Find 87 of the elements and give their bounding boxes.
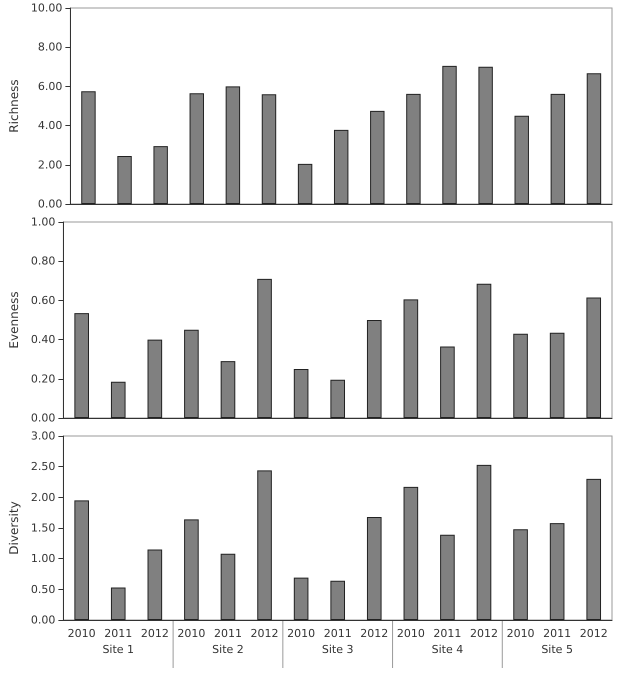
bar	[74, 500, 89, 620]
bar	[476, 464, 492, 620]
bar	[110, 587, 126, 620]
bar	[550, 332, 564, 418]
y-tick-label: 1.50	[30, 522, 56, 534]
x-tick-label: 2010	[177, 627, 206, 640]
x-tick-label: 2011	[433, 627, 462, 640]
bar	[110, 382, 126, 418]
text: Site 2	[212, 643, 244, 656]
bar	[550, 94, 566, 204]
x-tick-label: 2012	[580, 627, 608, 640]
bar	[220, 361, 236, 418]
bar	[117, 156, 132, 204]
text: Site 5	[541, 643, 573, 656]
bar	[586, 478, 602, 620]
x-tick-label: 2010	[287, 627, 316, 640]
y-tick-label: 0.40	[30, 333, 56, 346]
bar	[404, 486, 418, 620]
x-tick-label: 2010	[68, 627, 96, 640]
bar	[476, 284, 492, 418]
bar	[370, 110, 385, 204]
bar	[513, 529, 528, 620]
y-tick-label: 1.00	[30, 216, 56, 228]
text: Site 3	[322, 643, 354, 656]
x-tick-label: 2012	[470, 627, 498, 640]
y-axis-title: Evenness	[7, 291, 21, 349]
y-tick-label: 0.00	[38, 198, 62, 210]
bar	[257, 278, 272, 418]
y-tick-label: 2.00	[38, 158, 62, 172]
y-axis-title: Richness	[7, 79, 21, 133]
bar	[513, 334, 528, 418]
y-tick-label: 6.00	[38, 80, 62, 93]
y-tick-label: 0.00	[30, 614, 56, 626]
y-tick-label: 1.00	[30, 552, 56, 566]
text: Site 4	[432, 643, 464, 656]
bar	[442, 66, 457, 204]
bar	[257, 470, 272, 620]
y-tick-label: 0.60	[30, 294, 56, 307]
bar	[330, 580, 346, 620]
bar	[294, 578, 308, 620]
y-axis-title: Diversity	[7, 501, 21, 555]
y-tick-label: 2.00	[30, 490, 56, 504]
bar	[440, 534, 455, 620]
x-tick-label: 2011	[104, 627, 132, 640]
bar	[478, 66, 493, 204]
bar	[550, 523, 564, 620]
bar	[586, 73, 602, 204]
bar	[294, 369, 308, 418]
x-tick-label: 2011	[543, 627, 572, 640]
bar	[298, 164, 312, 204]
x-tick-label: 2012	[140, 627, 169, 640]
y-tick-label: 8.00	[38, 40, 62, 54]
bar	[330, 380, 346, 418]
y-tick-label: 2.50	[30, 460, 56, 474]
y-tick-label: 0.20	[30, 372, 56, 386]
bar	[262, 94, 276, 204]
bar	[366, 516, 382, 620]
y-tick-label: 10.00	[30, 2, 62, 14]
x-tick-label: 2010	[506, 627, 535, 640]
x-tick-label: 2010	[396, 627, 425, 640]
bar	[148, 549, 162, 620]
y-tick-label: 4.00	[38, 119, 62, 132]
y-tick-label: 3.00	[30, 430, 56, 442]
x-tick-label: 2011	[214, 627, 242, 640]
bar	[184, 330, 199, 418]
y-tick-label: 0.50	[30, 582, 56, 596]
x-tick-label: 2012	[250, 627, 279, 640]
bar	[153, 146, 168, 204]
bar	[81, 91, 96, 204]
y-tick-label: 0.00	[30, 412, 56, 424]
bar	[226, 86, 240, 204]
bar	[404, 299, 418, 418]
bar	[74, 313, 89, 418]
bar	[586, 297, 602, 418]
bar	[514, 116, 529, 204]
bar	[184, 519, 199, 620]
x-tick-label: 2011	[324, 627, 352, 640]
bar	[190, 93, 204, 204]
bar	[220, 554, 236, 620]
text: Site 1	[102, 643, 134, 656]
x-tick-label: 2012	[360, 627, 388, 640]
bar	[366, 320, 382, 418]
bar	[440, 346, 455, 418]
bar	[334, 130, 348, 204]
bar	[148, 340, 162, 418]
bar	[406, 94, 421, 204]
y-tick-label: 0.80	[30, 254, 56, 268]
